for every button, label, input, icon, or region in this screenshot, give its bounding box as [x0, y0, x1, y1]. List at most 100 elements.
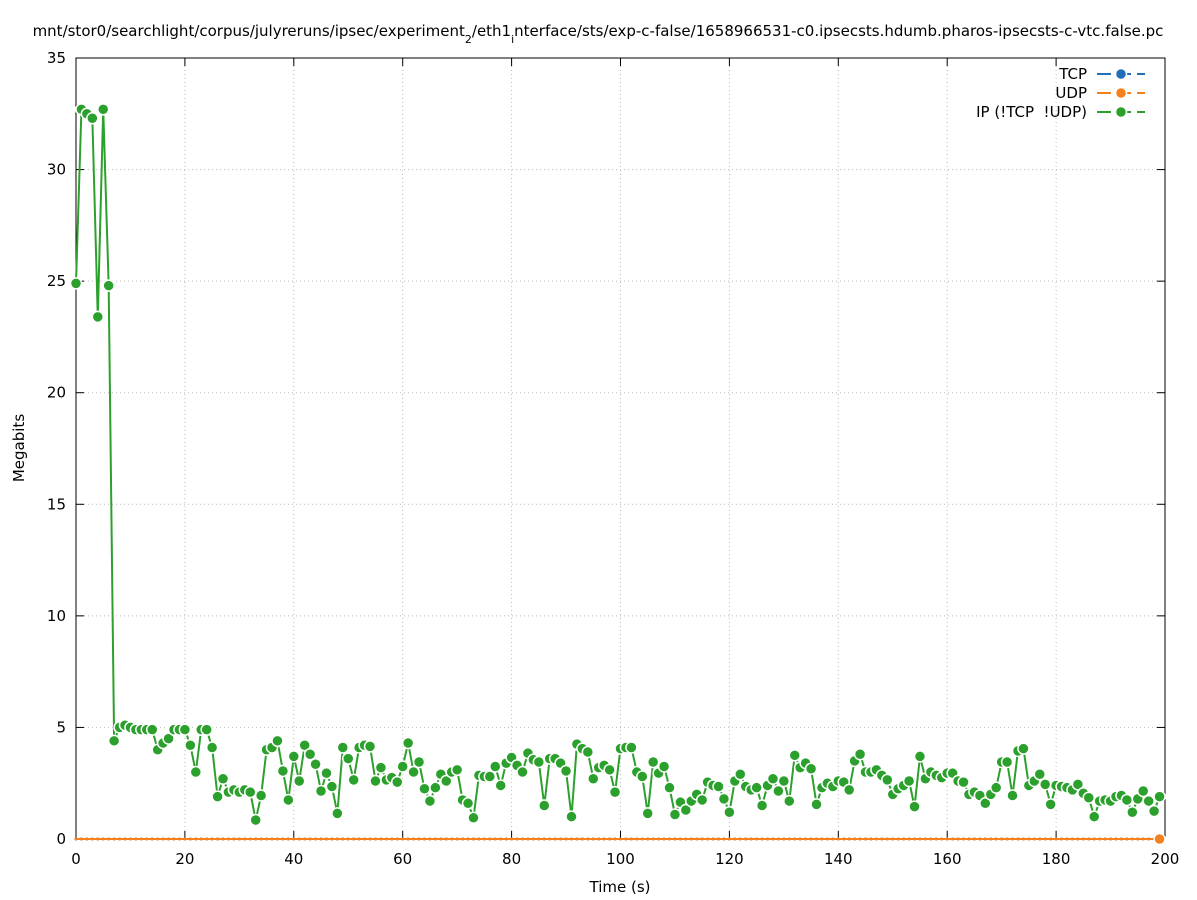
data-point	[515, 837, 519, 841]
data-point	[335, 837, 339, 841]
x-tick-label: 80	[502, 850, 521, 868]
data-point	[363, 740, 377, 753]
data-point	[559, 837, 563, 841]
data-point	[194, 837, 198, 841]
data-point	[401, 837, 405, 841]
data-point	[520, 837, 524, 841]
data-point	[711, 837, 715, 841]
data-point	[1060, 837, 1064, 841]
data-point	[689, 837, 693, 841]
data-point	[314, 784, 328, 798]
data-point	[1071, 778, 1085, 791]
data-point	[504, 837, 508, 841]
data-point	[929, 837, 933, 841]
data-point	[282, 793, 295, 807]
data-point	[1044, 798, 1057, 811]
data-point	[1087, 837, 1091, 841]
data-point	[422, 837, 426, 841]
data-point	[325, 780, 339, 793]
data-point	[602, 837, 606, 841]
data-point	[107, 837, 111, 841]
data-point	[1082, 791, 1096, 804]
data-point	[477, 837, 481, 841]
data-point	[820, 837, 824, 841]
data-point	[466, 837, 470, 841]
data-point	[587, 772, 600, 786]
data-point	[657, 760, 671, 773]
legend-marker	[1114, 67, 1128, 81]
data-point	[265, 837, 269, 841]
data-point	[1027, 837, 1031, 841]
data-point	[624, 837, 628, 841]
title-segment: i	[511, 33, 514, 46]
data-point	[162, 732, 175, 745]
data-point	[69, 277, 83, 290]
legend-label: UDP	[1055, 84, 1087, 102]
data-point	[1065, 837, 1069, 841]
data-point	[738, 837, 742, 841]
data-point	[243, 837, 247, 841]
x-tick-label: 120	[715, 850, 744, 868]
data-point	[320, 766, 333, 780]
data-point	[79, 837, 83, 841]
data-point	[608, 837, 612, 841]
data-point	[678, 837, 682, 841]
data-point	[145, 837, 149, 841]
data-point	[1076, 837, 1080, 841]
data-point	[772, 784, 785, 798]
plot-frame	[75, 57, 1166, 840]
data-point	[983, 837, 987, 841]
data-point	[733, 837, 737, 841]
data-point	[243, 785, 257, 799]
data-point	[412, 755, 426, 769]
data-point	[580, 837, 584, 841]
data-point	[308, 837, 312, 841]
data-point	[864, 837, 868, 841]
data-point	[237, 837, 241, 841]
data-point	[673, 837, 677, 841]
data-point	[183, 837, 187, 841]
data-point	[717, 837, 721, 841]
data-point	[700, 837, 704, 841]
x-tick-label: 160	[933, 850, 962, 868]
y-axis-label: Megabits	[10, 414, 28, 482]
data-point	[1126, 805, 1139, 819]
data-point	[989, 781, 1003, 794]
data-point	[226, 837, 230, 841]
data-point	[211, 790, 224, 803]
data-point	[286, 837, 290, 841]
data-point	[641, 807, 654, 820]
data-point	[86, 111, 99, 125]
data-point	[391, 775, 404, 789]
data-point	[581, 745, 595, 759]
data-point	[1098, 837, 1102, 841]
data-point	[139, 837, 143, 841]
data-point	[1147, 837, 1151, 841]
data-point	[1125, 837, 1129, 841]
x-tick-label: 140	[824, 850, 853, 868]
data-point	[956, 837, 960, 841]
legend-label: IP (!TCP !UDP)	[976, 103, 1087, 121]
data-point	[330, 837, 334, 841]
data-point	[516, 765, 529, 779]
data-point	[896, 837, 900, 841]
data-point	[1114, 837, 1118, 841]
data-point	[401, 736, 415, 750]
data-point	[205, 837, 209, 841]
data-point	[1141, 837, 1145, 841]
data-point	[538, 799, 551, 812]
data-point	[537, 837, 541, 841]
data-point	[629, 837, 633, 841]
data-point	[150, 837, 154, 841]
data-point	[788, 749, 801, 762]
data-point	[597, 837, 601, 841]
data-point	[440, 774, 453, 788]
x-tick-label: 20	[175, 850, 194, 868]
data-point	[1147, 804, 1161, 818]
data-point	[1033, 768, 1047, 781]
data-point	[695, 837, 699, 841]
data-point	[450, 763, 464, 777]
data-point	[461, 837, 465, 841]
data-point	[1153, 790, 1166, 803]
